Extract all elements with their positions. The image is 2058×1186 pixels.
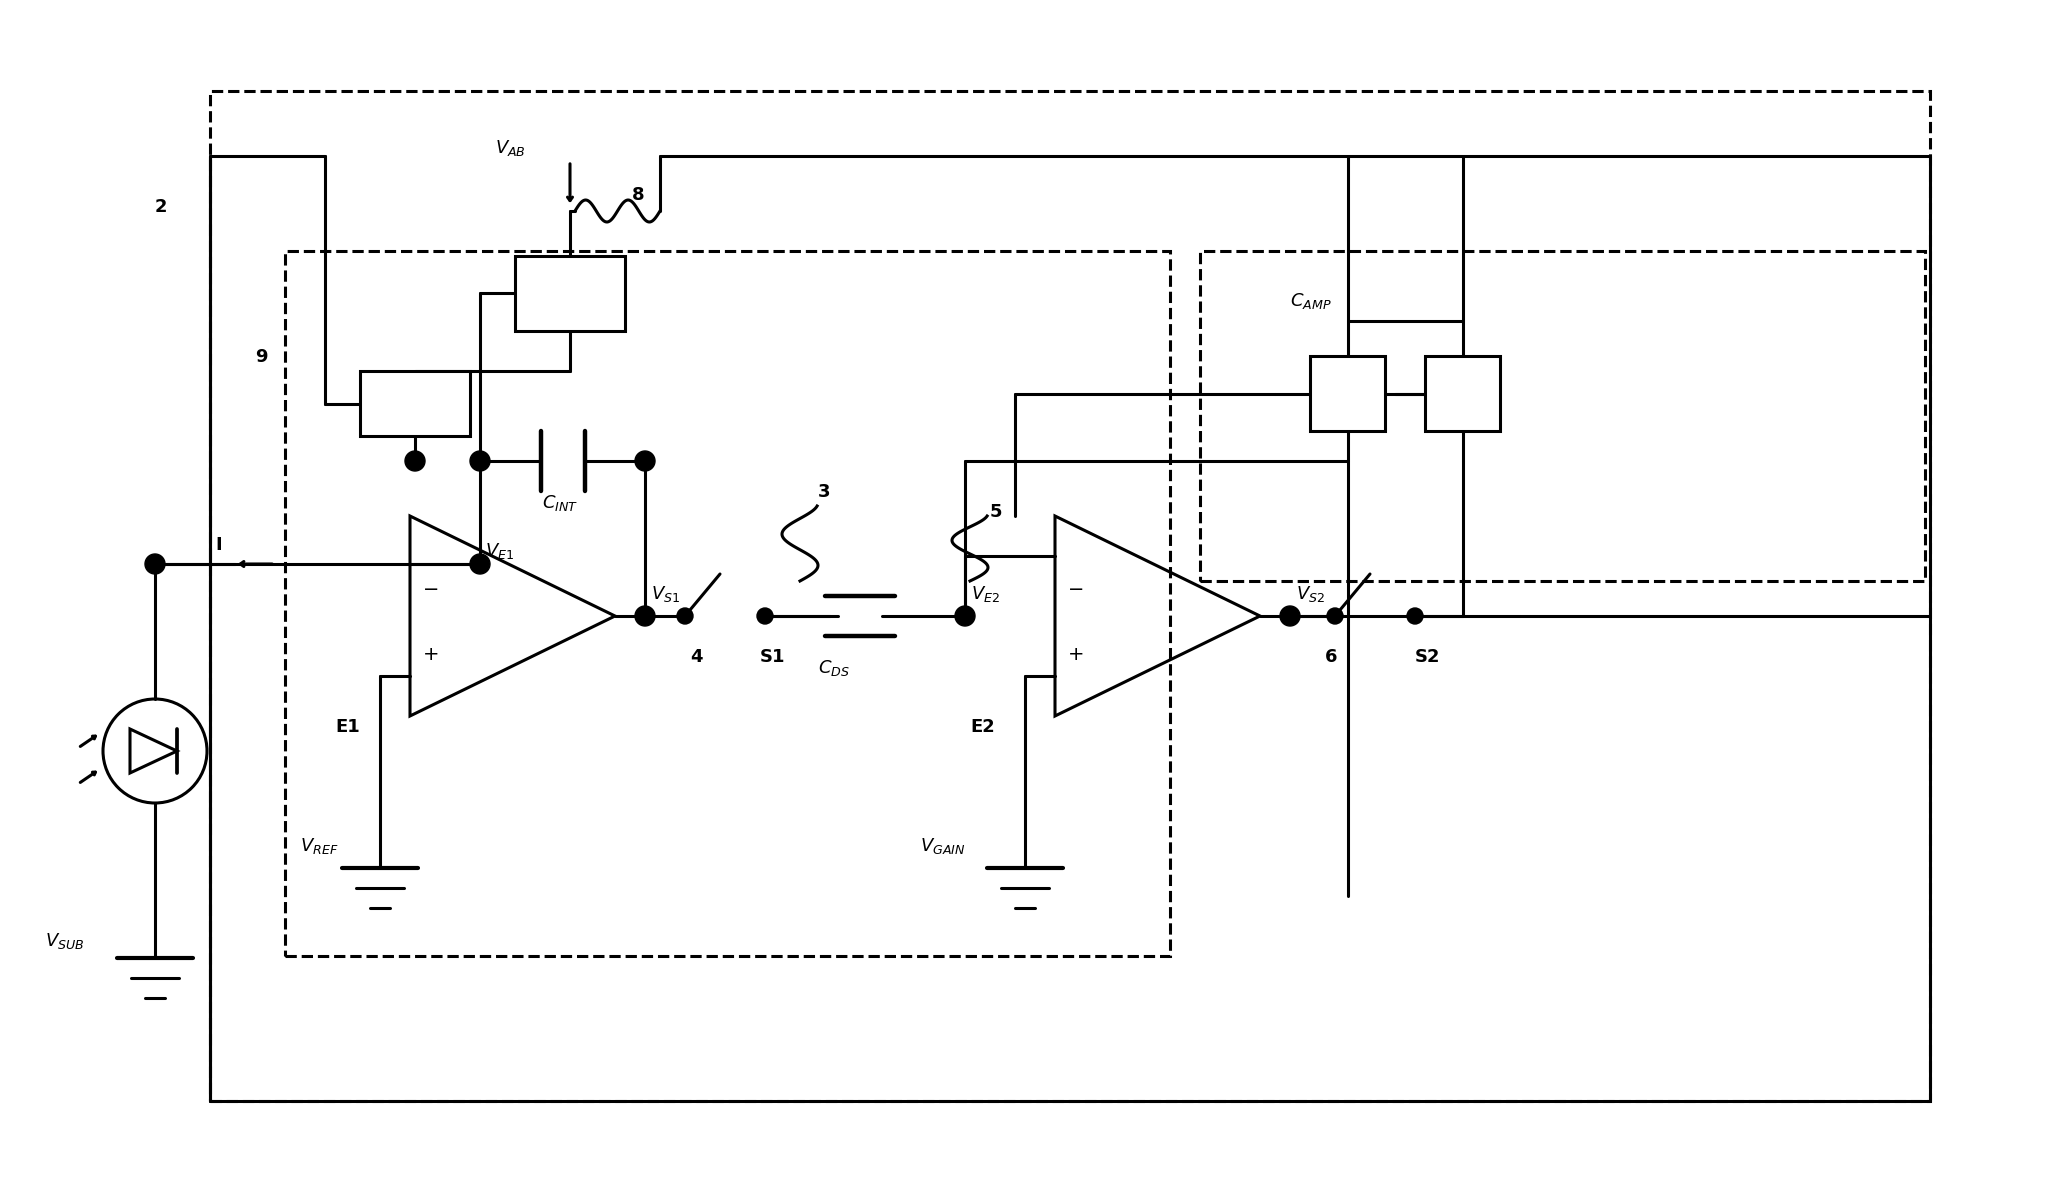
Text: S1: S1 bbox=[759, 648, 786, 667]
Text: 5: 5 bbox=[990, 503, 1002, 521]
Circle shape bbox=[955, 606, 975, 626]
Text: 2: 2 bbox=[154, 198, 167, 216]
Circle shape bbox=[636, 451, 654, 471]
Bar bbox=[360, 371, 469, 436]
Bar bbox=[210, 91, 1930, 1101]
Bar bbox=[1424, 356, 1500, 431]
Text: E1: E1 bbox=[335, 718, 360, 737]
Text: $-$: $-$ bbox=[1066, 579, 1083, 598]
Text: $V_{E2}$: $V_{E2}$ bbox=[971, 584, 1000, 604]
Text: $V_{SUB}$: $V_{SUB}$ bbox=[45, 931, 84, 951]
Text: 3: 3 bbox=[817, 483, 831, 500]
Circle shape bbox=[469, 451, 490, 471]
Text: $V_{REF}$: $V_{REF}$ bbox=[300, 836, 338, 856]
Text: 6: 6 bbox=[1325, 648, 1338, 667]
Circle shape bbox=[1280, 606, 1301, 626]
Circle shape bbox=[144, 554, 165, 574]
Text: $+$: $+$ bbox=[422, 644, 438, 663]
Circle shape bbox=[1408, 608, 1422, 624]
Text: S2: S2 bbox=[1416, 648, 1441, 667]
Text: $C_{AMP}$: $C_{AMP}$ bbox=[1290, 291, 1332, 311]
Bar bbox=[1311, 356, 1385, 431]
Text: $V_{S2}$: $V_{S2}$ bbox=[1297, 584, 1325, 604]
Text: $C_{DS}$: $C_{DS}$ bbox=[817, 658, 850, 678]
Text: $-$: $-$ bbox=[422, 579, 438, 598]
Text: $V_{AB}$: $V_{AB}$ bbox=[496, 138, 527, 158]
Circle shape bbox=[1327, 608, 1344, 624]
Circle shape bbox=[677, 608, 694, 624]
Text: 9: 9 bbox=[255, 347, 268, 366]
Text: $V_{S1}$: $V_{S1}$ bbox=[650, 584, 681, 604]
Circle shape bbox=[405, 451, 426, 471]
Text: 8: 8 bbox=[632, 186, 644, 204]
Circle shape bbox=[636, 606, 654, 626]
Text: $+$: $+$ bbox=[1066, 644, 1083, 663]
Circle shape bbox=[469, 554, 490, 574]
Text: $V_{E1}$: $V_{E1}$ bbox=[486, 541, 514, 561]
Circle shape bbox=[757, 608, 774, 624]
Text: 4: 4 bbox=[689, 648, 702, 667]
Text: E2: E2 bbox=[969, 718, 994, 737]
Text: $C_{INT}$: $C_{INT}$ bbox=[543, 493, 578, 514]
Text: I: I bbox=[214, 536, 222, 554]
Bar bbox=[1200, 251, 1924, 581]
Bar bbox=[284, 251, 1171, 956]
Text: $V_{GAIN}$: $V_{GAIN}$ bbox=[920, 836, 965, 856]
Bar bbox=[514, 256, 626, 331]
